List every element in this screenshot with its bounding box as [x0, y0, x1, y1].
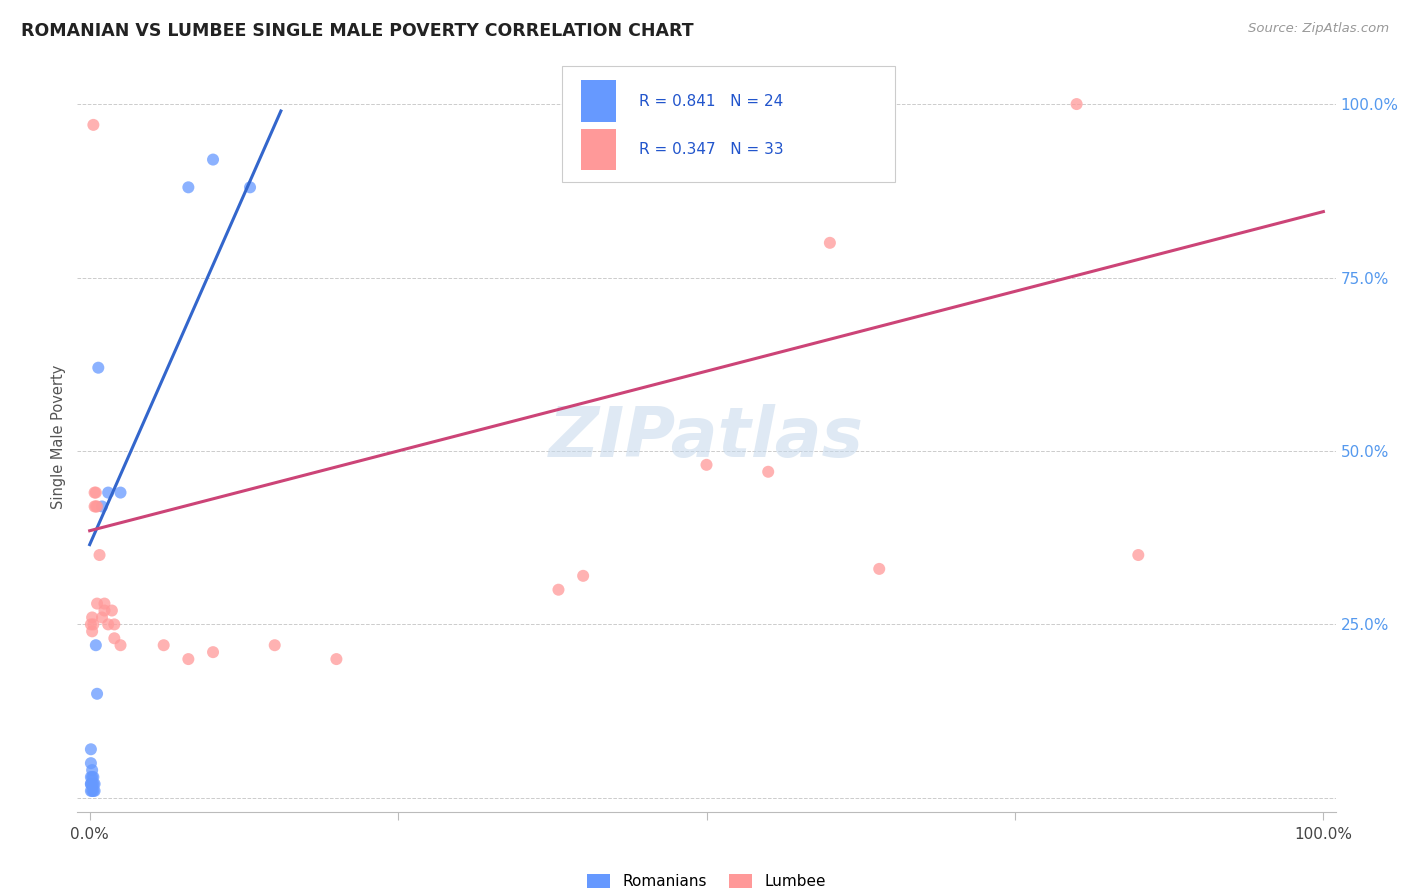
Point — [97, 617, 120, 632]
Point — [756, 465, 779, 479]
Point — [1128, 548, 1150, 562]
Point — [86, 687, 108, 701]
Point — [547, 582, 569, 597]
Point — [263, 638, 285, 652]
Text: R = 0.841   N = 24: R = 0.841 N = 24 — [638, 94, 783, 109]
Point — [110, 485, 132, 500]
Bar — [581, 80, 616, 121]
Text: Source: ZipAtlas.com: Source: ZipAtlas.com — [1249, 22, 1389, 36]
Point — [91, 500, 114, 514]
Point — [82, 770, 104, 784]
Text: ROMANIAN VS LUMBEE SINGLE MALE POVERTY CORRELATION CHART: ROMANIAN VS LUMBEE SINGLE MALE POVERTY C… — [21, 22, 693, 40]
FancyBboxPatch shape — [562, 66, 896, 182]
Point — [82, 610, 104, 624]
Point — [97, 485, 120, 500]
Point — [82, 784, 104, 798]
Point — [80, 756, 103, 771]
Point — [84, 500, 107, 514]
Y-axis label: Single Male Poverty: Single Male Poverty — [51, 365, 66, 509]
Point — [82, 617, 104, 632]
Point — [239, 180, 262, 194]
Point — [103, 632, 125, 646]
Point — [91, 610, 114, 624]
Point — [80, 777, 103, 791]
Point — [202, 153, 225, 167]
Text: ZIPatlas: ZIPatlas — [548, 403, 865, 471]
Point — [818, 235, 841, 250]
Point — [86, 500, 108, 514]
Point — [1066, 97, 1088, 112]
Point — [82, 770, 104, 784]
Point — [82, 763, 104, 777]
Point — [152, 638, 174, 652]
Point — [101, 603, 124, 617]
Point — [82, 784, 104, 798]
Point — [89, 548, 111, 562]
Point — [110, 638, 132, 652]
Point — [83, 784, 105, 798]
Point — [325, 652, 347, 666]
Point — [82, 777, 104, 791]
Point — [80, 777, 103, 791]
Point — [82, 118, 104, 132]
Point — [696, 458, 718, 472]
Text: R = 0.347   N = 33: R = 0.347 N = 33 — [638, 143, 783, 157]
Point — [93, 603, 115, 617]
Point — [84, 485, 107, 500]
Point — [87, 360, 110, 375]
Point — [80, 617, 103, 632]
Point — [202, 645, 225, 659]
Point — [80, 770, 103, 784]
Point — [86, 597, 108, 611]
Point — [82, 777, 104, 791]
Point — [93, 597, 115, 611]
Point — [82, 624, 104, 639]
Point — [80, 742, 103, 756]
Point — [177, 180, 200, 194]
Point — [84, 638, 107, 652]
Point — [83, 500, 105, 514]
Point — [83, 777, 105, 791]
Bar — [581, 129, 616, 170]
Point — [80, 784, 103, 798]
Point — [868, 562, 890, 576]
Legend: Romanians, Lumbee: Romanians, Lumbee — [581, 868, 832, 892]
Point — [572, 569, 595, 583]
Point — [103, 617, 125, 632]
Point — [83, 485, 105, 500]
Point — [177, 652, 200, 666]
